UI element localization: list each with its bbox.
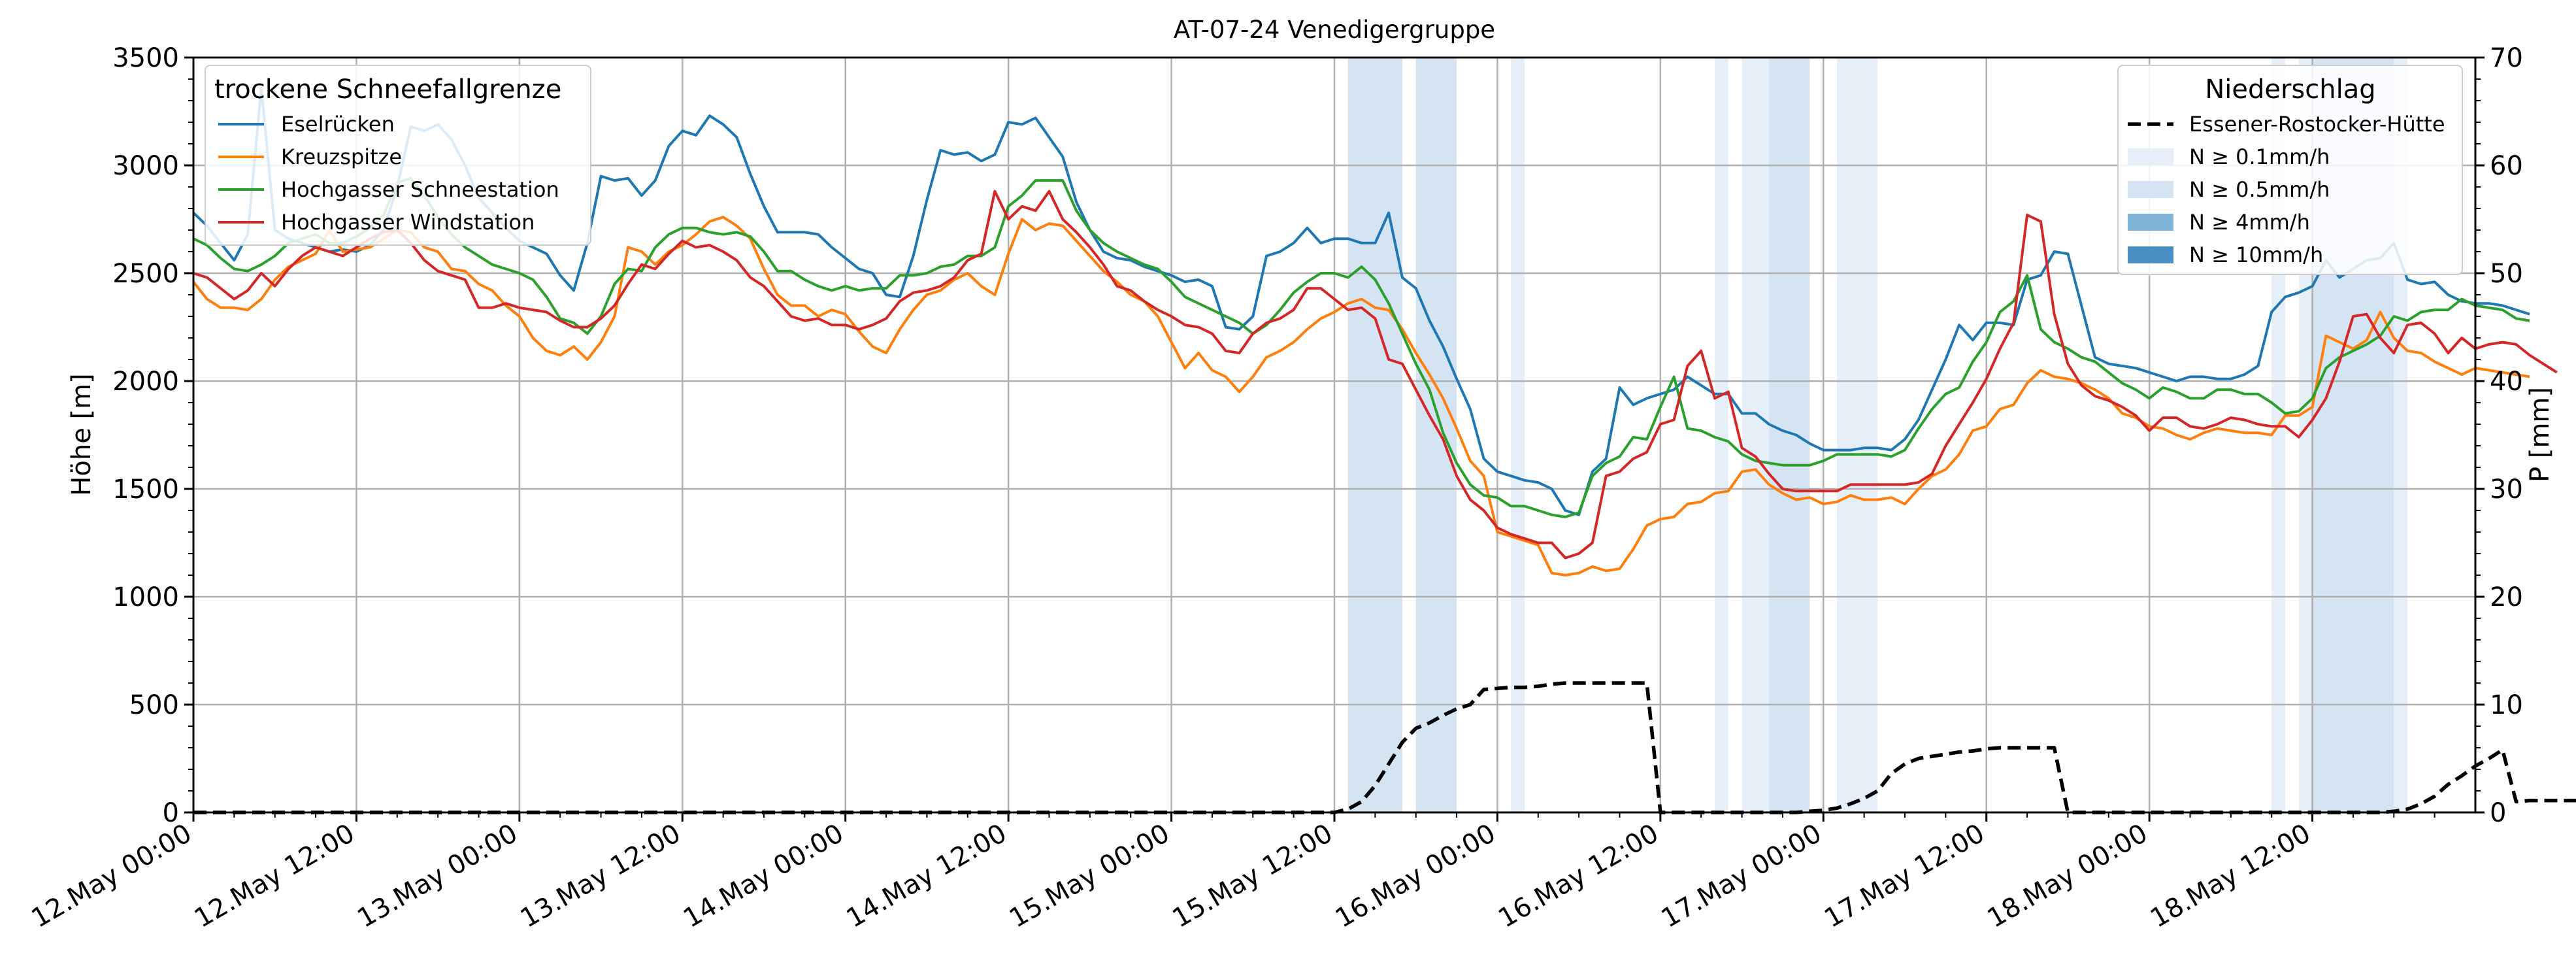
- legend-right-label-2: N ≥ 0.5mm/h: [2189, 177, 2330, 202]
- y-tick-label-7: 3500: [112, 43, 179, 73]
- series-line-hochgasser-schneestation: [193, 176, 2530, 518]
- legend-right-swatch-3: [2128, 214, 2173, 231]
- legend-right-box: [2117, 65, 2463, 275]
- legend-left-label-0: Eselrücken: [281, 112, 395, 137]
- y-axis-label: Höhe [m]: [67, 373, 97, 495]
- precip-band-1: [1415, 58, 1457, 812]
- legend-right-swatch-1: [2128, 148, 2173, 165]
- y-tick-label-0: 0: [163, 798, 179, 828]
- precipitation-bands: [1347, 58, 2408, 812]
- legend-left-box: [205, 65, 591, 246]
- y2-axis-label: P [mm]: [2525, 387, 2555, 482]
- y-tick-label-5: 2500: [112, 259, 179, 289]
- y2-tick-label-2: 20: [2490, 582, 2523, 612]
- legend-right-label-1: N ≥ 0.1mm/h: [2189, 144, 2330, 169]
- precip-band-2: [1511, 58, 1525, 812]
- y-tick-label-1: 500: [129, 690, 179, 720]
- precip-band-6: [1837, 58, 1878, 812]
- y2-tick-label-0: 0: [2490, 798, 2506, 828]
- chart-title: AT-07-24 Venedigergruppe: [1174, 16, 1495, 44]
- y-tick-label-6: 3000: [112, 151, 179, 181]
- legends: trockene Schneefallgrenze Eselrücken Kreuz…: [205, 65, 2463, 275]
- legend-right-label-4: N ≥ 10mm/h: [2189, 242, 2323, 267]
- legend-right-swatch-2: [2128, 181, 2173, 198]
- y2-tick-label-4: 40: [2490, 367, 2523, 397]
- legend-right-label-0: Essener-Rostocker-Hütte: [2189, 112, 2445, 137]
- y2-tick-label-3: 30: [2490, 475, 2523, 505]
- series-line-hochgasser-windstation: [193, 190, 2558, 559]
- legend-right-title: Niederschlag: [2205, 75, 2375, 105]
- legend-right-label-3: N ≥ 4mm/h: [2189, 210, 2310, 235]
- legend-left-title: trockene Schneefallgrenze: [214, 75, 561, 105]
- legend-left-label-1: Kreuzspitze: [281, 144, 402, 169]
- legend-left-label-2: Hochgasser Schneestation: [281, 177, 559, 202]
- legend-right-swatch-4: [2128, 246, 2173, 263]
- legend-left-label-3: Hochgasser Windstation: [281, 210, 535, 235]
- precip-band-4: [1742, 58, 1770, 812]
- precip-band-5: [1769, 58, 1810, 812]
- precip-band-0: [1347, 58, 1402, 812]
- precip-band-3: [1715, 58, 1728, 812]
- y-tick-label-4: 2000: [112, 367, 179, 397]
- y2-tick-label-5: 50: [2490, 259, 2523, 289]
- y2-tick-label-6: 60: [2490, 151, 2523, 181]
- y2-tick-label-1: 10: [2490, 690, 2523, 720]
- series-line-eselr-cken: [192, 86, 2530, 516]
- y-tick-label-3: 1500: [112, 475, 179, 505]
- y-tick-label-2: 1000: [112, 582, 179, 612]
- y2-tick-label-7: 70: [2490, 43, 2523, 73]
